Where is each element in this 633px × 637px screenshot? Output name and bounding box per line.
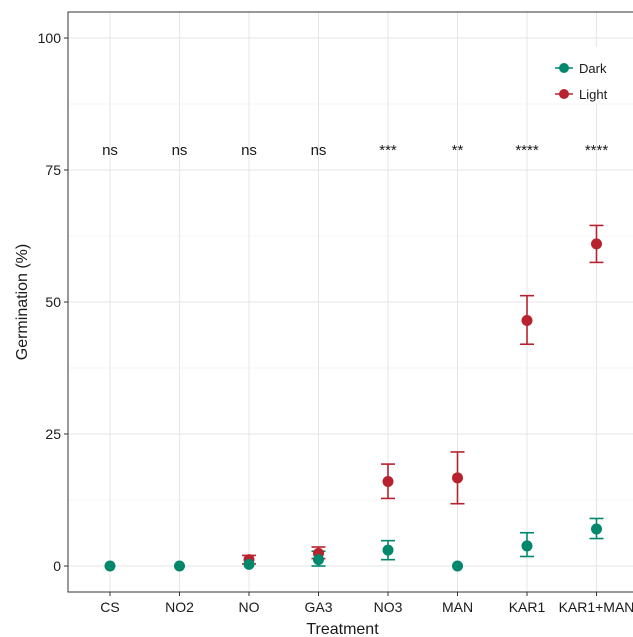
legend-key-point [559,63,569,73]
legend-label: Light [579,87,608,102]
y-tick-label: 0 [53,558,61,574]
x-tick-label: NO2 [165,599,194,615]
legend-key-point [559,89,569,99]
data-point-light [382,476,394,488]
y-tick-label: 100 [38,30,62,46]
x-tick-label: KAR1+MAN [559,599,633,615]
x-tick-label: KAR1 [509,599,546,615]
y-tick-label: 25 [45,426,61,442]
significance-label: ns [241,142,257,159]
significance-label: ns [172,142,188,159]
data-point-dark [243,558,255,570]
legend: Dark Light [548,47,622,103]
significance-label: ns [102,142,118,159]
data-point-dark [313,554,324,566]
data-point-light [521,314,533,326]
legend-label: Dark [579,61,607,76]
data-point-dark [521,540,533,552]
data-point-dark [452,560,463,572]
data-points [104,238,602,572]
data-point-dark [104,560,116,572]
significance-label: **** [585,142,609,159]
y-axis-title: Germination (%) [14,244,31,360]
y-tick-label: 50 [45,294,61,310]
y-axis-ticks: 0 25 50 75 100 [38,30,68,574]
data-point-dark [591,523,602,535]
x-tick-label: MAN [442,599,473,615]
x-axis-ticks: CS NO2 NO GA3 NO3 MAN KAR1 KAR1+MAN [100,592,633,615]
x-tick-label: NO3 [374,599,403,615]
x-tick-label: CS [100,599,119,615]
significance-label: ns [311,142,327,159]
significance-label: **** [515,142,539,159]
data-point-dark [174,560,185,572]
x-axis-title: Treatment [306,621,379,637]
data-point-dark [382,544,394,556]
data-point-light [452,472,463,484]
grid-lines [68,12,633,592]
significance-labels: ns ns ns ns *** ** **** **** [102,142,608,159]
data-point-light [591,238,602,250]
x-tick-label: GA3 [304,599,332,615]
y-tick-label: 75 [45,162,61,178]
significance-label: *** [379,142,397,159]
significance-label: ** [452,142,464,159]
x-tick-label: NO [239,599,260,615]
